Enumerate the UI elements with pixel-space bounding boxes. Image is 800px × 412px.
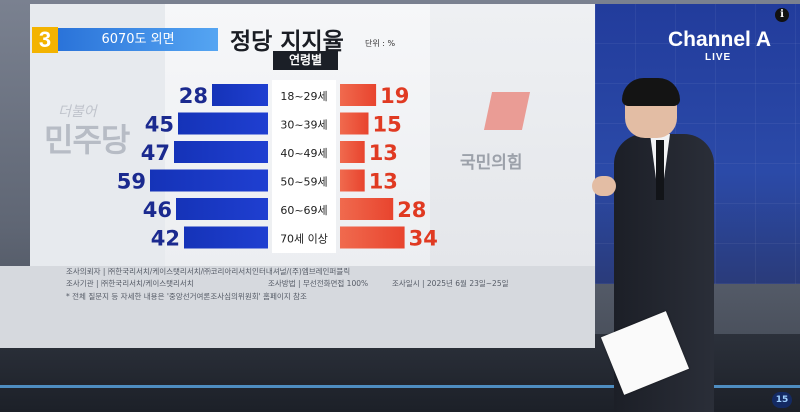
survey-source-panel: 조사의뢰자 | ㈜한국리서치/케이스탯리서치/㈜코리아리서치인터내셔널/(주)엠… <box>0 266 595 348</box>
chart-unit: 단위 : % <box>365 39 396 48</box>
bar-right-2 <box>340 112 369 135</box>
anchor-hair <box>622 78 680 106</box>
segment-label: 6070도 외면 <box>58 28 218 51</box>
bar-right-3 <box>340 141 365 163</box>
bar-left-4 <box>150 169 268 192</box>
floor-light-strip <box>0 385 800 388</box>
anchor-tie <box>656 140 664 200</box>
board-right-panel <box>430 4 595 270</box>
data-label-right-3: 13 <box>369 141 398 165</box>
category-column <box>272 80 336 253</box>
data-label-left-5: 46 <box>143 198 172 222</box>
bar-right-1 <box>340 84 377 106</box>
bar-right-6 <box>340 226 405 249</box>
data-label-left-4: 59 <box>117 170 146 194</box>
chart-title: 정당 지지율 <box>230 29 344 55</box>
source-line-2b: 조사방법 | 무선전화면접 100% <box>268 279 369 288</box>
source-line-3: * 전체 질문지 등 자세한 내용은 '중앙선거여론조사심의위원회' 홈페이지 … <box>66 292 307 301</box>
source-line-1: 조사의뢰자 | ㈜한국리서치/케이스탯리서치/㈜코리아리서치인터내셔널/(주)엠… <box>66 267 351 276</box>
data-label-left-1: 28 <box>179 84 208 108</box>
data-label-right-6: 34 <box>409 227 438 251</box>
bar-right-5 <box>340 198 394 220</box>
source-line-2a: 조사기관 | ㈜한국리서치/케이스탯리서치 <box>66 279 194 288</box>
chart-subtitle: 연령별 <box>273 51 338 70</box>
data-label-right-2: 15 <box>373 113 402 137</box>
live-badge: LIVE <box>705 52 732 63</box>
category-label-6: 70세 이상 <box>280 233 328 246</box>
bar-left-5 <box>176 198 268 220</box>
category-label-2: 30~39세 <box>280 119 327 132</box>
bar-right-4 <box>340 169 365 192</box>
party-left-name: 민주당 <box>44 121 130 159</box>
source-line-2c: 조사일시 | 2025년 6월 23일~25일 <box>392 279 509 288</box>
bar-left-2 <box>178 112 268 135</box>
category-label-3: 40~49세 <box>280 147 327 160</box>
data-label-right-4: 13 <box>369 170 398 194</box>
anchor-hand <box>592 176 616 196</box>
category-label-4: 50~59세 <box>280 176 327 189</box>
bar-left-1 <box>212 84 268 106</box>
info-icon[interactable]: i <box>775 8 789 22</box>
party-right-name: 국민의힘 <box>460 153 523 173</box>
bar-left-6 <box>184 226 268 249</box>
data-label-right-1: 19 <box>380 84 409 108</box>
segment-number: 3 <box>32 27 58 53</box>
data-label-left-6: 42 <box>151 227 180 251</box>
data-label-left-2: 45 <box>145 113 174 137</box>
party-left-prefix: 더불어 <box>58 104 97 120</box>
data-label-left-3: 47 <box>141 141 170 165</box>
channel-logo: Channel A <box>668 28 772 51</box>
anniversary-badge: 15 <box>772 392 792 408</box>
data-label-right-5: 28 <box>397 198 426 222</box>
bar-left-3 <box>174 141 268 163</box>
category-label-1: 18~29세 <box>280 90 327 103</box>
category-label-5: 60~69세 <box>280 204 327 217</box>
